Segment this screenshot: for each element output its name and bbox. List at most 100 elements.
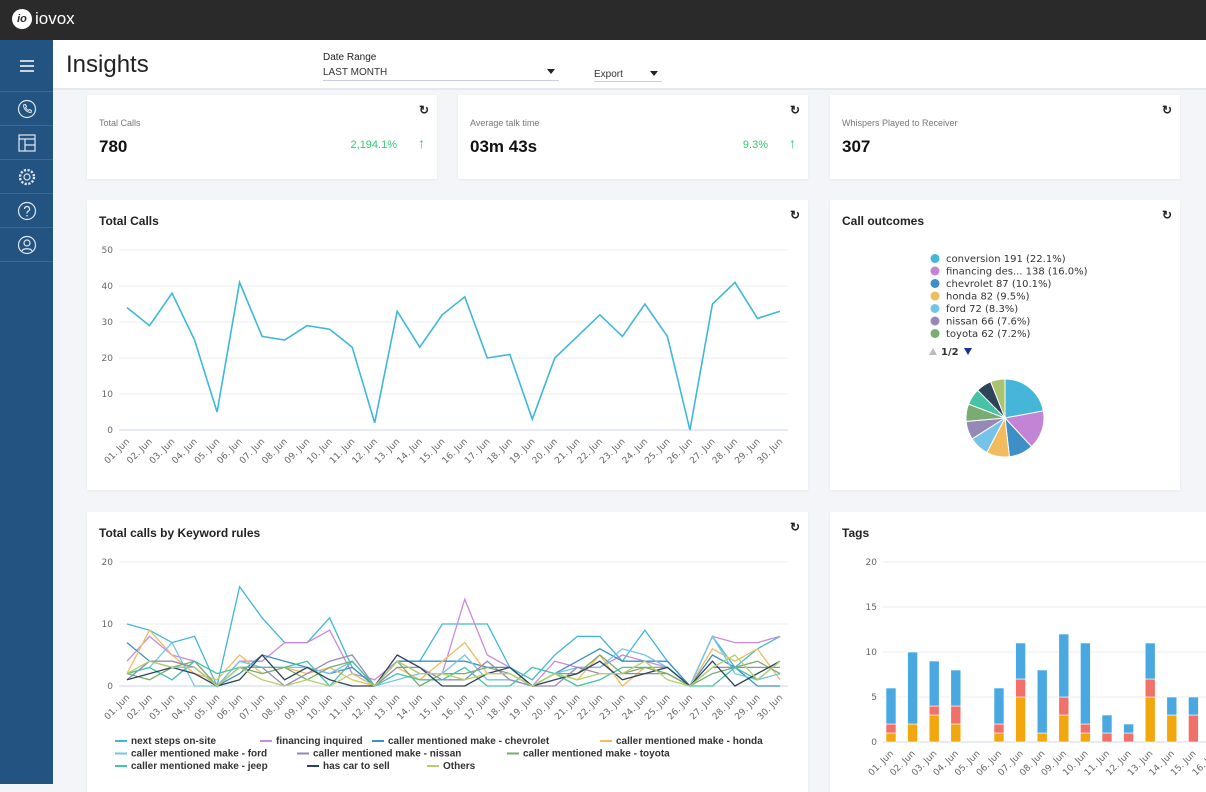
sidebar-item-reports[interactable] bbox=[0, 126, 53, 160]
y-tick-label: 50 bbox=[102, 246, 114, 256]
bar-segment bbox=[1101, 732, 1113, 743]
bar-segment bbox=[993, 732, 1005, 743]
top-bar: io iovox bbox=[0, 0, 1206, 40]
chevron-down-icon bbox=[650, 71, 658, 76]
bar-segment bbox=[928, 660, 940, 707]
legend-item: caller mentioned make - chevrolet bbox=[388, 736, 550, 747]
help-icon bbox=[17, 201, 36, 220]
page-title: Insights bbox=[66, 51, 149, 78]
phone-icon bbox=[17, 99, 36, 118]
legend-item: Others bbox=[443, 761, 476, 772]
pie-slice bbox=[989, 378, 1006, 419]
date-range-select[interactable]: LAST MONTH bbox=[323, 67, 559, 81]
bar-segment bbox=[1144, 678, 1156, 698]
refresh-icon[interactable]: ↻ bbox=[789, 208, 800, 222]
y-tick-label: 15 bbox=[866, 603, 877, 613]
y-tick-label: 0 bbox=[871, 738, 877, 748]
logo[interactable]: io iovox bbox=[12, 9, 75, 29]
legend-item: honda 82 (9.5%) bbox=[946, 292, 1030, 303]
bar-segment bbox=[1166, 714, 1178, 743]
bar-segment bbox=[1123, 723, 1134, 734]
legend-item: nissan 66 (7.6%) bbox=[946, 317, 1030, 328]
bar-segment bbox=[993, 723, 1005, 734]
export-select[interactable]: Export bbox=[594, 69, 662, 82]
bar-segment bbox=[1080, 642, 1091, 725]
pager-up-icon bbox=[929, 348, 937, 355]
page-header: Insights Date Range LAST MONTH Export bbox=[53, 40, 1206, 90]
menu-icon bbox=[19, 59, 34, 72]
kpi-change: 2,194.1% bbox=[350, 139, 397, 151]
sidebar-item-account[interactable] bbox=[0, 228, 53, 262]
brand-name: iovox bbox=[35, 9, 75, 28]
arrow-up-icon: ↑ bbox=[789, 135, 796, 151]
bar-segment bbox=[928, 714, 940, 743]
kpi-label: Average talk time bbox=[470, 118, 540, 128]
refresh-icon[interactable]: ↻ bbox=[418, 103, 429, 117]
series-line bbox=[126, 642, 780, 688]
pager-down-icon bbox=[964, 348, 972, 355]
kpi-value: 307 bbox=[842, 137, 871, 156]
y-tick-label: 20 bbox=[102, 354, 114, 364]
legend-item: caller mentioned make - toyota bbox=[523, 749, 670, 760]
kpi-label: Total Calls bbox=[99, 118, 141, 128]
kpi-change: 9.3% bbox=[742, 139, 768, 151]
legend-item: ford 72 (8.3%) bbox=[946, 304, 1018, 315]
sidebar bbox=[0, 40, 53, 784]
legend-swatch bbox=[930, 279, 940, 288]
bar-segment bbox=[1188, 696, 1199, 716]
bar-segment bbox=[1015, 642, 1026, 680]
series-line bbox=[126, 654, 781, 687]
bar-segment bbox=[1080, 723, 1091, 734]
keyword-rules-card: 0 10 20 01. Jun 02. Jun 03. Jun 04. Jun 05. Jun… bbox=[87, 512, 808, 792]
user-icon bbox=[17, 235, 36, 254]
kpi-value: 780 bbox=[99, 137, 128, 156]
sidebar-item-calls[interactable] bbox=[0, 92, 53, 126]
sidebar-item-settings[interactable] bbox=[0, 160, 53, 194]
chart-title: Tags bbox=[842, 526, 870, 540]
bar-segment bbox=[1101, 714, 1113, 734]
refresh-icon[interactable]: ↻ bbox=[1161, 103, 1172, 117]
y-tick-label: 0 bbox=[107, 682, 113, 692]
legend-swatch bbox=[930, 266, 940, 276]
legend-item: caller mentioned make - ford bbox=[131, 749, 267, 760]
legend-item: conversion 191 (22.1%) bbox=[946, 254, 1066, 265]
series-line bbox=[126, 654, 781, 687]
bar-segment bbox=[1144, 642, 1156, 680]
refresh-icon[interactable]: ↻ bbox=[1161, 208, 1172, 222]
series-line bbox=[126, 279, 781, 431]
bar-segment bbox=[993, 687, 1005, 725]
kpi-value: 03m 43s bbox=[470, 137, 538, 156]
arrow-up-icon: ↑ bbox=[418, 135, 425, 151]
legend-item: caller mentioned make - honda bbox=[616, 736, 763, 747]
legend-item: next steps on-site bbox=[131, 736, 216, 747]
chevron-down-icon bbox=[547, 69, 555, 74]
y-tick-label: 10 bbox=[102, 620, 114, 630]
bar-segment bbox=[1058, 714, 1070, 743]
legend-item: financing inquired bbox=[276, 736, 363, 747]
date-range-label: Date Range bbox=[323, 52, 377, 63]
kpi-total-calls: ↻ Total Calls 780 2,194.1% ↑ bbox=[87, 95, 437, 179]
call-outcomes-card: conversion 191 (22.1%) financing des... 1… bbox=[830, 200, 1180, 490]
refresh-icon[interactable]: ↻ bbox=[789, 103, 800, 117]
legend-swatch bbox=[930, 329, 940, 338]
sidebar-item-help[interactable] bbox=[0, 194, 53, 228]
bar-segment bbox=[1188, 714, 1199, 743]
refresh-icon[interactable]: ↻ bbox=[789, 520, 800, 534]
bar-segment bbox=[885, 687, 897, 725]
kpi-average-talk-time: ↻ Average talk time 03m 43s 9.3% ↑ bbox=[458, 95, 808, 179]
legend-item: chevrolet 87 (10.1%) bbox=[946, 279, 1052, 290]
y-tick-label: 10 bbox=[102, 390, 114, 400]
date-range-value: LAST MONTH bbox=[323, 67, 388, 78]
bar-segment bbox=[885, 732, 897, 743]
chart-title: Call outcomes bbox=[842, 214, 925, 228]
legend-swatch bbox=[930, 254, 940, 263]
sidebar-menu-button[interactable] bbox=[0, 40, 53, 92]
bar-segment bbox=[950, 723, 962, 743]
bar-segment bbox=[1015, 678, 1026, 698]
y-tick-label: 10 bbox=[866, 648, 878, 658]
legend-item: caller mentioned make - nissan bbox=[313, 749, 461, 760]
bar-segment bbox=[1015, 696, 1026, 743]
bar-segment bbox=[1058, 696, 1070, 716]
